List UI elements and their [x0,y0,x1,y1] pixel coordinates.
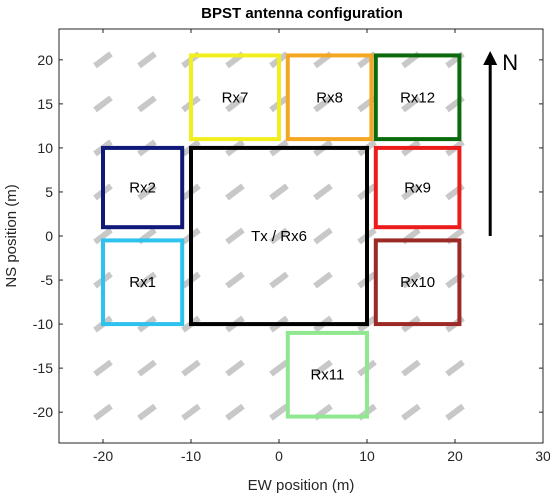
dipole-marker [137,403,157,421]
chart-title: BPST antenna configuration [201,5,403,22]
dipole-marker [269,227,289,245]
antenna-box-label-rx9: Rx9 [404,180,431,197]
dipole-marker [93,95,113,113]
dipole-marker [313,271,333,289]
dipole-marker [445,403,465,421]
dipole-marker [313,183,333,201]
dipole-marker [225,271,245,289]
y-tick-label: 5 [45,184,53,200]
antenna-boxes [101,53,462,419]
y-tick-label: 0 [45,228,53,244]
antenna-box-label-rx2: Rx2 [129,180,156,197]
y-axis-label: NS position (m) [3,184,20,287]
y-tick-label: -10 [33,316,53,332]
dipole-marker [401,95,421,113]
antenna-box-label-rx7: Rx7 [222,89,249,106]
dipole-marker [93,403,113,421]
y-tick-label: 15 [37,96,53,112]
x-tick-label: 10 [359,448,375,464]
dipole-marker [93,359,113,377]
antenna-box-rx8 [285,53,374,142]
antenna-box-label-rx12: Rx12 [400,89,435,106]
dipole-marker [269,403,289,421]
x-tick-label: -10 [181,448,201,464]
y-tick-label: 10 [37,140,53,156]
antenna-box-labels: Rx7 Rx8 Rx12 Rx2 Tx / Rx6 Rx9 Rx1 Rx10 Rx11 [129,89,435,383]
antenna-box-rx12 [373,53,462,142]
x-axis-ticks: -20 -10 0 10 20 30 [93,29,550,464]
dipole-marker [401,183,421,201]
dipole-marker [401,359,421,377]
dipole-marker [93,227,113,245]
x-tick-label: 0 [275,448,283,464]
dipole-marker [137,95,157,113]
dipole-marker [313,95,333,113]
antenna-box-tx-rx6 [189,145,369,327]
antenna-box-label-rx8: Rx8 [316,89,343,106]
north-arrow-head [483,51,498,66]
dipole-marker [181,359,201,377]
antenna-box-rx1 [101,238,185,327]
antenna-box-rx11 [285,330,369,419]
y-tick-label: -15 [33,360,53,376]
antenna-box-rx9 [373,145,462,230]
y-tick-label: -5 [41,272,54,288]
dipole-marker [137,271,157,289]
dipole-marker [225,359,245,377]
antenna-box-label-rx1: Rx1 [129,274,156,291]
y-tick-label: 20 [37,52,53,68]
dipole-marker [137,51,157,69]
dipole-marker [137,359,157,377]
antenna-box-rx7 [189,53,281,142]
dipole-marker [269,359,289,377]
dipole-marker [401,403,421,421]
y-tick-label: -20 [33,404,53,420]
antenna-box-label-rx10: Rx10 [400,274,435,291]
x-tick-label: -20 [93,448,113,464]
dipole-marker [269,271,289,289]
dipole-marker [137,183,157,201]
x-axis-label: EW position (m) [248,477,355,494]
x-tick-label: 20 [447,448,463,464]
dipole-marker [93,51,113,69]
antenna-box-label-tx-rx6: Tx / Rx6 [251,228,307,245]
antenna-box-label-rx11: Rx11 [310,367,344,384]
dipole-marker [181,403,201,421]
dipole-marker [269,183,289,201]
north-arrow-label: N [502,50,518,75]
dipole-marker [225,95,245,113]
north-arrow: N [483,50,518,236]
antenna-box-rx10 [373,238,462,327]
dipole-marker [313,227,333,245]
dipole-marker [445,359,465,377]
y-axis-ticks: -20 -15 -10 -5 0 5 10 15 20 [33,52,543,420]
dipole-marker [225,183,245,201]
dipole-marker [313,359,333,377]
dipole-marker [225,403,245,421]
dipole-marker [401,271,421,289]
antenna-box-rx2 [101,145,185,230]
x-tick-label: 30 [535,448,550,464]
dipole-marker [225,227,245,245]
